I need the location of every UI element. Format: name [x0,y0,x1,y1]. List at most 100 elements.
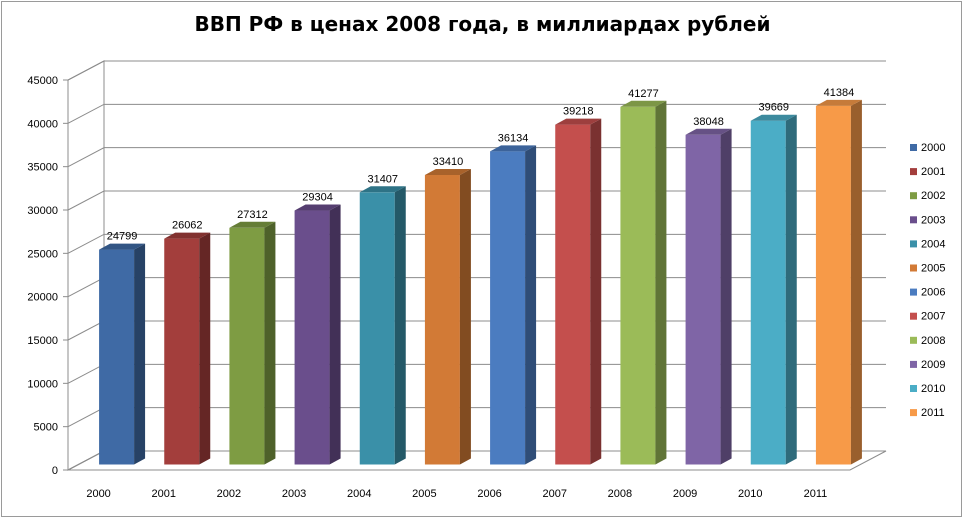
data-label: 29304 [302,192,333,204]
bar-front [555,124,591,465]
legend-label: 2006 [921,287,945,299]
data-label: 24799 [107,231,138,243]
bar-top [750,114,797,121]
bar-front [815,105,851,465]
bar-side [850,99,862,465]
data-label: 41384 [824,87,855,99]
legend-label: 2005 [921,263,945,275]
x-tick-label: 2007 [543,488,567,500]
bar-2009 [685,128,732,465]
y-tick-label: 40000 [27,118,58,130]
bar-side [590,118,602,465]
y-tick-label: 0 [52,465,58,477]
bar-top [620,100,667,107]
bar-top [815,99,862,106]
x-tick-label: 2004 [347,488,371,500]
bar-front [424,174,460,465]
x-tick-label: 2010 [738,488,762,500]
bar-side [459,168,471,465]
bar-top [359,186,406,193]
bar-top [555,118,602,125]
bar-2007 [555,118,602,465]
bar-2003 [294,204,341,465]
bar-front [620,106,656,465]
legend-swatch [910,385,917,392]
bar-front [490,151,526,465]
y-tick-label: 30000 [27,205,58,217]
bar-top [490,145,537,152]
legend-label: 2004 [921,238,945,250]
x-tick-label: 2001 [152,488,176,500]
bar-2010 [750,114,797,465]
legend-label: 2001 [921,166,945,178]
side-wall [67,60,105,471]
bar-front [99,249,135,465]
data-label: 33410 [433,156,464,168]
bar-side [655,100,667,465]
bar-2000 [99,243,146,465]
bar-side [720,128,732,465]
bar-2006 [490,145,537,465]
gridline [67,60,886,81]
bar-top [294,204,341,211]
legend-label: 2002 [921,190,945,202]
bar-side [199,232,211,465]
x-tick-label: 2002 [217,488,241,500]
legend-label: 2009 [921,359,945,371]
bar-front [164,238,200,465]
chart-title: ВВП РФ в ценах 2008 года, в миллиардах р… [194,12,771,36]
legend-swatch [910,144,917,151]
x-tick-label: 2009 [673,488,697,500]
legend-swatch [910,409,917,417]
x-tick-label: 2011 [804,488,828,500]
data-label: 39669 [758,102,789,114]
legend-swatch [910,264,917,272]
bar-top [164,232,211,239]
bar-2001 [164,232,211,465]
data-label: 39218 [563,106,594,118]
legend-label: 2011 [921,407,945,419]
bar-side [525,145,537,465]
data-label: 31407 [367,173,398,185]
legend-label: 2000 [921,142,945,154]
x-tick-label: 2005 [412,488,436,500]
legend-label: 2008 [921,335,945,347]
y-tick-label: 20000 [27,292,58,304]
x-tick-label: 2000 [86,488,110,500]
bar-2005 [424,168,471,465]
bar-2011 [815,99,862,465]
bar-top [99,243,146,250]
bar-side [329,204,341,465]
bar-top [229,221,276,228]
bar-front [229,227,265,465]
legend-swatch [910,288,917,296]
bar-front [685,134,721,465]
legend-swatch [910,216,917,224]
y-tick-label: 10000 [27,378,58,390]
bar-2004 [359,186,406,465]
bar-top [424,168,471,175]
bar-front [750,120,786,465]
y-tick-label: 15000 [27,335,58,347]
legend-label: 2007 [921,311,945,323]
bar-side [134,243,146,465]
y-tick-label: 5000 [34,422,58,434]
data-label: 27312 [237,209,268,221]
bar-top [685,128,732,135]
bar-side [264,221,276,465]
bar-front [294,210,330,465]
legend-swatch [910,168,917,176]
x-tick-label: 2003 [282,488,306,500]
data-label: 41277 [628,88,659,100]
bar-side [785,114,797,465]
bar-side [394,186,406,465]
legend-label: 2003 [921,214,945,226]
legend-swatch [910,192,917,200]
legend-swatch [910,240,917,248]
legend-swatch [910,312,917,320]
y-tick-label: 45000 [27,75,58,87]
bar-2002 [229,221,276,465]
data-label: 38048 [693,116,724,128]
